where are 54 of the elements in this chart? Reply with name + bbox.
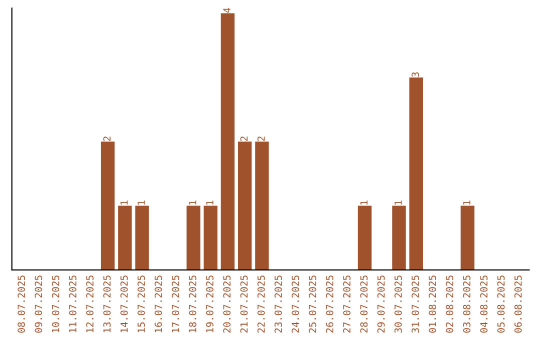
bar (392, 206, 406, 270)
data-label: 1 (138, 200, 145, 205)
bar (204, 206, 218, 270)
data-label: 4 (223, 8, 230, 13)
x-tick-label: 24.07.2025 (292, 276, 300, 333)
x-tick-label: 13.07.2025 (103, 276, 111, 332)
x-tick-label: 05.08.2025 (497, 276, 505, 333)
bar (460, 206, 474, 270)
bar (238, 142, 252, 270)
x-tick-label: 28.07.2025 (360, 276, 368, 333)
bar (186, 206, 200, 270)
x-tick-label: 20.07.2025 (223, 276, 231, 333)
x-tick-label: 22.07.2025 (257, 276, 265, 333)
data-label: 2 (257, 136, 265, 141)
x-tick-label: 27.07.2025 (343, 276, 350, 333)
x-tick-label: 04.08.2025 (480, 276, 488, 333)
x-tick-label: 21.07.2025 (240, 276, 248, 333)
bar (135, 206, 149, 270)
data-label: 1 (360, 200, 368, 205)
bar (118, 206, 132, 270)
x-tick-label: 01.08.2025 (428, 276, 436, 333)
bar (220, 13, 235, 270)
x-tick-label: 08.07.2025 (18, 276, 26, 333)
bar (358, 206, 372, 270)
data-label: 2 (103, 136, 111, 141)
x-tick-label: 25.07.2025 (308, 276, 316, 333)
x-tick-label: 26.07.2025 (326, 276, 334, 333)
data-label: 3 (412, 72, 419, 77)
data-label: 1 (206, 200, 214, 205)
data-label: 2 (240, 136, 248, 141)
bar (255, 142, 269, 270)
x-tick-label: 31.07.2025 (412, 276, 419, 333)
x-tick-label: 16.07.2025 (154, 276, 162, 332)
x-tick-label: 06.08.2025 (514, 276, 522, 333)
data-label: 1 (463, 200, 470, 205)
x-tick-label: 29.07.2025 (377, 276, 385, 333)
x-tick-label: 03.08.2025 (463, 276, 470, 333)
x-tick-label: 02.08.2025 (446, 276, 454, 333)
x-tick-label: 10.07.2025 (52, 276, 60, 332)
x-tick-label: 11.07.2025 (69, 276, 76, 332)
x-tick-label: 23.07.2025 (274, 276, 282, 333)
x-tick-label: 19.07.2025 (206, 276, 214, 332)
x-tick-label: 15.07.2025 (138, 276, 145, 332)
bar (100, 142, 115, 270)
data-label: 1 (394, 200, 402, 205)
bar (409, 77, 423, 270)
data-label: 1 (120, 200, 128, 205)
x-tick-label: 17.07.2025 (172, 276, 180, 332)
data-label: 1 (189, 200, 196, 205)
x-tick-label: 14.07.2025 (120, 276, 128, 332)
x-tick-label: 09.07.2025 (34, 276, 42, 333)
x-tick-label: 30.07.2025 (394, 276, 402, 333)
x-tick-label: 12.07.2025 (86, 276, 94, 332)
x-tick-label: 18.07.2025 (188, 276, 196, 332)
